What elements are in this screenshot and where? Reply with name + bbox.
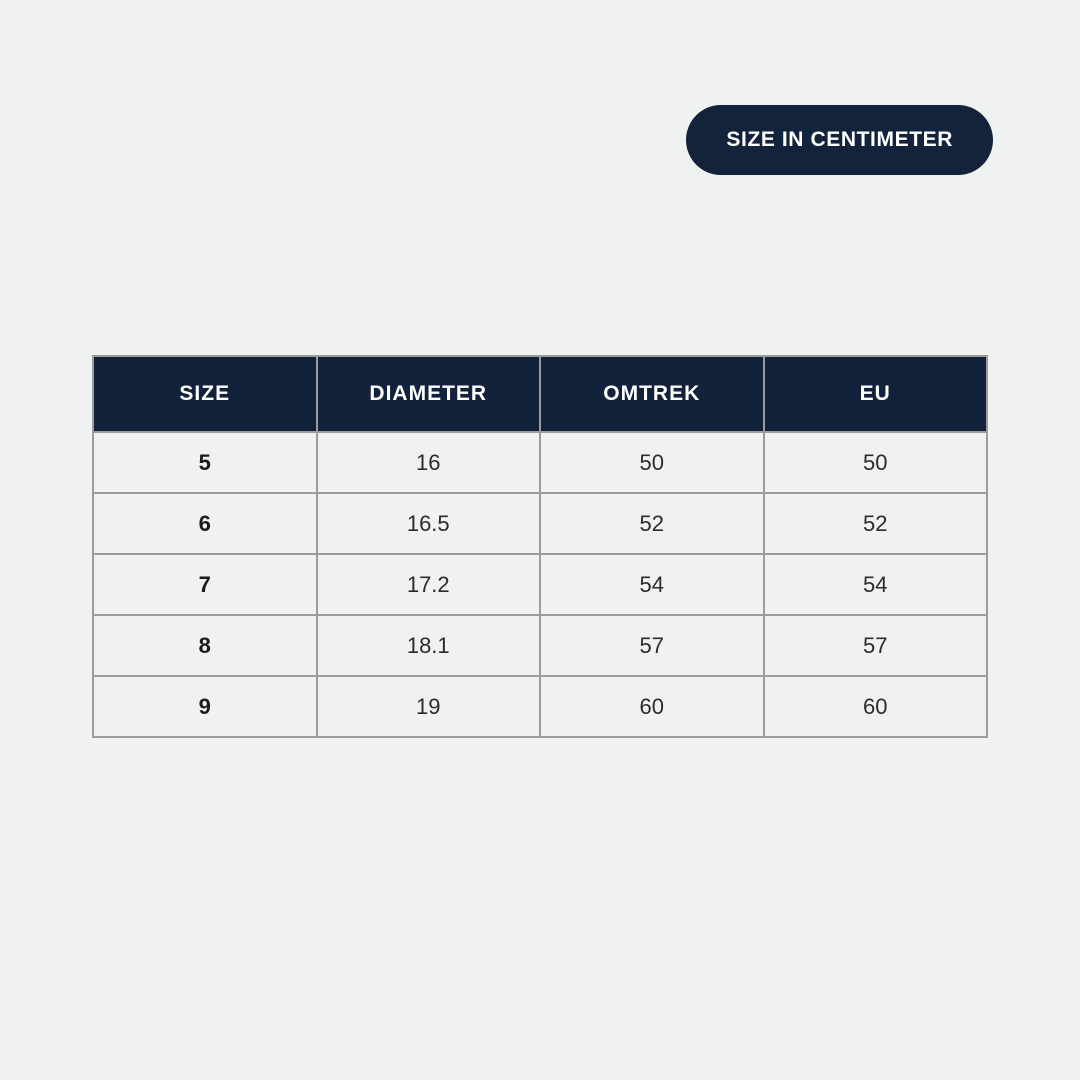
value-cell: 17.2 <box>315 553 541 616</box>
value-cell: 54 <box>539 553 765 616</box>
size-cell: 8 <box>92 614 318 677</box>
table-row: 7 17.2 54 54 <box>92 553 988 616</box>
value-cell: 52 <box>762 492 988 555</box>
value-cell: 16 <box>315 431 541 494</box>
size-cell: 6 <box>92 492 318 555</box>
ring-size-table: SIZE DIAMETER OMTREK EU 5 16 50 50 6 16.5 52 52… <box>92 355 988 738</box>
table-row: 9 19 60 60 <box>92 675 988 738</box>
column-header-size: SIZE <box>92 355 318 433</box>
value-cell: 50 <box>762 431 988 494</box>
table-header: SIZE DIAMETER OMTREK EU <box>92 355 988 433</box>
value-cell: 54 <box>762 553 988 616</box>
table-row: 5 16 50 50 <box>92 431 988 494</box>
column-header-eu: EU <box>762 355 988 433</box>
table-header-row: SIZE DIAMETER OMTREK EU <box>92 355 988 433</box>
value-cell: 60 <box>539 675 765 738</box>
value-cell: 57 <box>539 614 765 677</box>
value-cell: 19 <box>315 675 541 738</box>
value-cell: 52 <box>539 492 765 555</box>
table-row: 6 16.5 52 52 <box>92 492 988 555</box>
value-cell: 50 <box>539 431 765 494</box>
value-cell: 60 <box>762 675 988 738</box>
size-unit-badge-label: SIZE IN CENTIMETER <box>726 128 953 151</box>
value-cell: 18.1 <box>315 614 541 677</box>
size-cell: 9 <box>92 675 318 738</box>
size-cell: 5 <box>92 431 318 494</box>
size-cell: 7 <box>92 553 318 616</box>
column-header-diameter: DIAMETER <box>315 355 541 433</box>
value-cell: 16.5 <box>315 492 541 555</box>
column-header-omtrek: OMTREK <box>539 355 765 433</box>
table-body: 5 16 50 50 6 16.5 52 52 7 17.2 54 54 8 18.1 57 57 9 19 60 6… <box>92 431 988 738</box>
size-unit-badge: SIZE IN CENTIMETER <box>686 105 993 175</box>
value-cell: 57 <box>762 614 988 677</box>
table-row: 8 18.1 57 57 <box>92 614 988 677</box>
ring-size-table-container: SIZE DIAMETER OMTREK EU 5 16 50 50 6 16.5 52 52… <box>92 355 988 738</box>
